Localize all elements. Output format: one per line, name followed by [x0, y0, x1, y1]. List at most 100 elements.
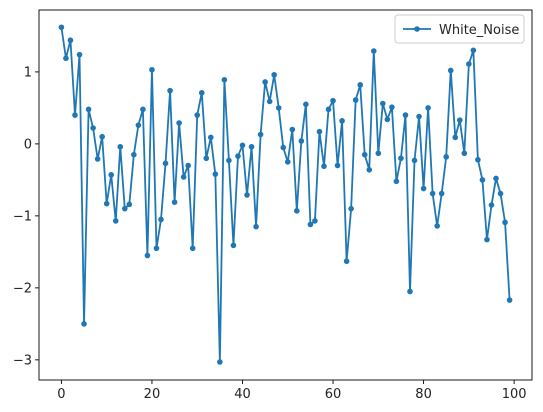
data-point	[294, 208, 300, 214]
x-tick-label: 20	[144, 387, 161, 402]
data-point	[502, 219, 508, 226]
data-point	[94, 156, 101, 162]
data-point	[484, 236, 490, 243]
data-point	[149, 66, 155, 73]
data-point	[506, 297, 513, 303]
data-point	[275, 105, 282, 111]
data-point	[429, 190, 436, 197]
data-point	[330, 97, 336, 104]
data-point	[370, 48, 377, 54]
data-point	[185, 162, 191, 169]
y-tick-label: −2	[13, 281, 32, 296]
legend: White_Noise	[394, 14, 525, 44]
data-point	[493, 175, 499, 182]
data-point	[438, 190, 445, 197]
data-point	[99, 133, 105, 140]
plot-frame	[38, 9, 533, 381]
data-point	[416, 113, 422, 120]
data-point	[479, 177, 486, 183]
data-point	[167, 87, 173, 94]
data-point	[158, 216, 164, 223]
data-point	[217, 359, 223, 365]
data-point	[117, 143, 124, 150]
data-point	[298, 138, 305, 144]
data-point	[248, 143, 255, 150]
data-point	[343, 258, 350, 265]
data-point	[307, 221, 314, 228]
x-tick-label: 80	[415, 387, 432, 402]
data-point	[180, 174, 187, 180]
data-point	[393, 178, 400, 185]
data-point	[271, 71, 277, 78]
data-point	[280, 144, 287, 151]
data-point	[470, 47, 477, 54]
x-tick-label: 100	[502, 387, 527, 402]
data-point	[108, 172, 115, 178]
data-point	[135, 122, 142, 128]
data-point	[402, 112, 409, 118]
data-point	[348, 205, 354, 212]
data-point	[497, 190, 504, 197]
data-point	[352, 97, 359, 103]
x-tick-label: 60	[325, 387, 342, 402]
data-point	[361, 151, 368, 158]
data-point	[67, 37, 74, 44]
y-tick-label: 1	[24, 65, 32, 80]
data-point	[176, 120, 182, 126]
data-point	[257, 131, 264, 138]
x-tick-label: 0	[57, 387, 65, 402]
legend-label-white-noise: White_Noise	[439, 23, 519, 38]
data-point	[72, 112, 78, 118]
data-point	[284, 159, 291, 165]
data-point	[126, 201, 133, 208]
data-point	[452, 134, 459, 141]
data-point	[239, 142, 246, 149]
legend-marker-white-noise	[414, 26, 420, 32]
data-point	[375, 150, 382, 157]
data-point	[121, 205, 128, 212]
y-tick-label: 0	[24, 137, 32, 152]
data-point	[466, 61, 472, 67]
data-point	[366, 167, 373, 173]
data-point	[85, 106, 92, 113]
data-point	[226, 157, 232, 164]
data-point	[411, 157, 418, 164]
data-point	[244, 192, 250, 198]
axis-ticks: 0 20 40 60 80 100 −3 −2 −1 0 1	[13, 65, 527, 402]
data-point	[58, 24, 65, 31]
data-point	[488, 202, 495, 208]
data-point	[230, 242, 237, 249]
data-point	[140, 106, 146, 113]
data-point	[171, 199, 178, 205]
data-point	[325, 106, 332, 113]
data-point	[189, 245, 196, 252]
data-point	[420, 185, 427, 192]
data-point	[334, 162, 341, 169]
y-tick-label: −1	[13, 209, 32, 224]
x-tick-label: 40	[234, 387, 251, 402]
series-line-white-noise	[60, 27, 511, 363]
data-point	[316, 128, 323, 135]
data-point	[203, 155, 210, 162]
data-point	[112, 218, 119, 224]
data-point	[434, 223, 440, 229]
data-point	[235, 153, 241, 159]
data-point	[162, 160, 169, 167]
data-point	[312, 218, 318, 224]
data-point	[398, 155, 404, 162]
data-point	[212, 171, 219, 177]
data-point	[384, 116, 391, 123]
series-layer	[58, 24, 513, 365]
y-tick-label: −3	[13, 353, 32, 368]
data-point	[407, 288, 413, 295]
data-point	[90, 125, 96, 131]
data-point	[208, 134, 214, 141]
data-point	[303, 101, 309, 108]
data-point	[253, 223, 259, 230]
legend-box	[394, 14, 525, 44]
data-point	[389, 104, 395, 110]
data-point	[63, 55, 69, 62]
data-point	[380, 100, 386, 107]
data-point	[447, 67, 454, 74]
